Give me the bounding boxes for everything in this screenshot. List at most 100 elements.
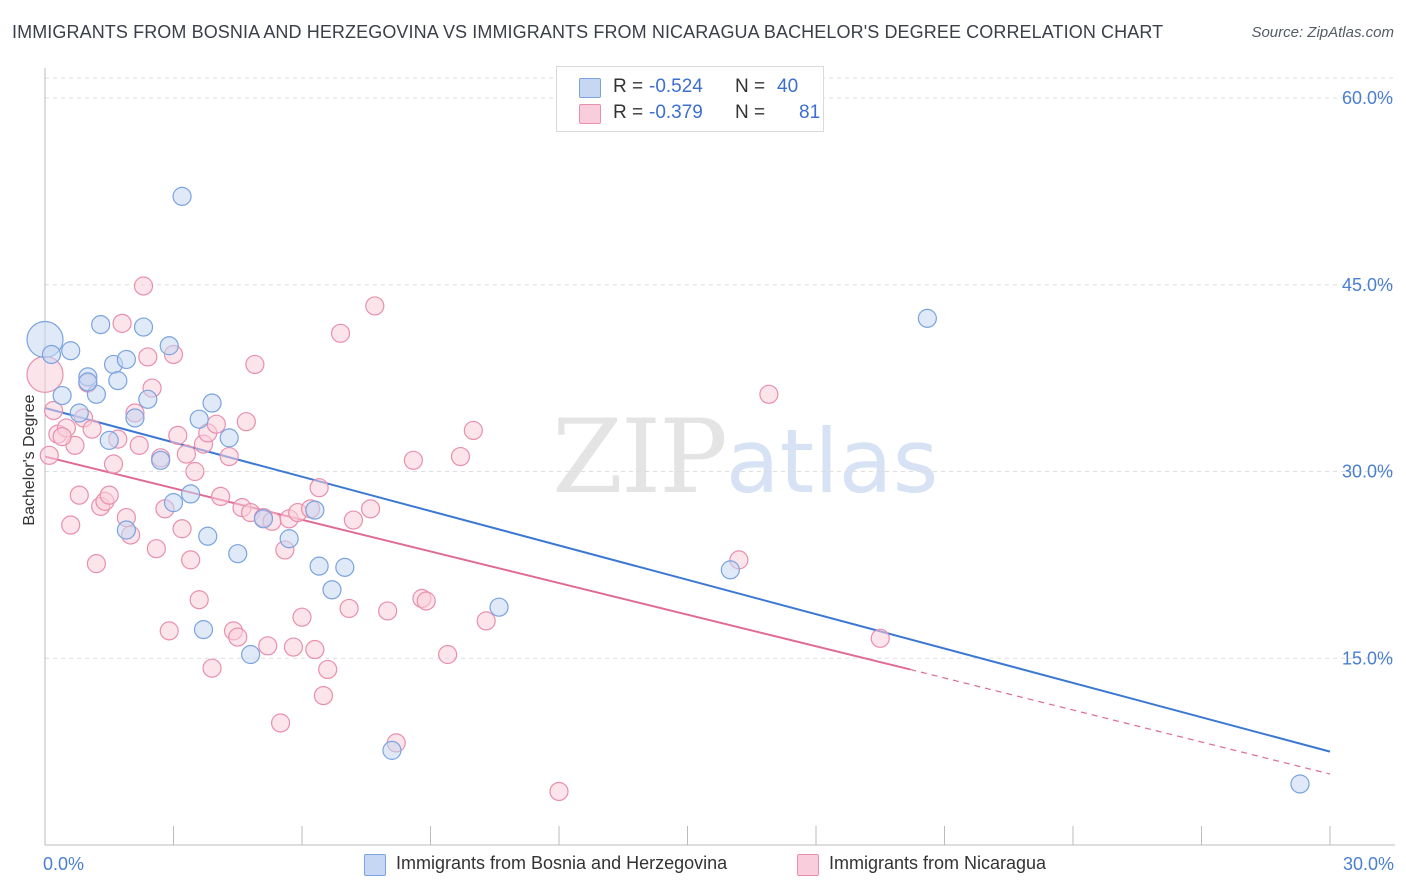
data-point-nicaragua — [69, 485, 89, 505]
legend-n-label: N = — [735, 102, 766, 123]
data-point-nicaragua — [129, 435, 149, 455]
data-point-bosnia — [193, 620, 214, 640]
data-point-nicaragua — [292, 607, 312, 627]
data-point-nicaragua — [258, 636, 278, 656]
data-point-nicaragua — [168, 425, 188, 445]
data-point-bosnia — [241, 644, 261, 665]
data-point-bosnia — [228, 544, 248, 564]
data-point-bosnia — [181, 484, 201, 504]
trend-line-0 — [44, 407, 1331, 753]
data-point-nicaragua — [438, 644, 458, 665]
trend-extension-1 — [910, 668, 1331, 775]
data-point-bosnia — [138, 389, 158, 409]
data-point-nicaragua — [870, 628, 890, 648]
data-point-nicaragua — [476, 611, 496, 631]
data-point-bosnia — [202, 393, 222, 413]
data-point-nicaragua — [39, 445, 59, 465]
data-points — [26, 186, 1310, 802]
data-point-nicaragua — [365, 296, 385, 316]
data-point-bosnia — [305, 500, 325, 520]
data-point-bosnia — [69, 403, 89, 423]
data-point-nicaragua — [318, 659, 338, 680]
data-point-nicaragua — [343, 510, 363, 530]
data-point-bosnia — [108, 371, 128, 391]
y-tick-label: 45.0% — [1342, 275, 1393, 295]
data-point-nicaragua — [61, 515, 81, 535]
data-point-nicaragua — [133, 276, 154, 296]
data-point-nicaragua — [99, 485, 119, 505]
data-point-nicaragua — [463, 420, 483, 441]
y-axis-label: Bachelor's Degree — [21, 394, 38, 525]
data-point-bosnia — [489, 597, 509, 617]
data-point-nicaragua — [189, 590, 209, 610]
data-point-nicaragua — [202, 658, 222, 678]
data-point-nicaragua — [360, 499, 381, 519]
data-point-nicaragua — [82, 419, 102, 439]
data-point-nicaragua — [245, 354, 265, 375]
data-point-bosnia — [91, 314, 111, 335]
legend-n-value: 40 — [777, 76, 799, 97]
data-point-bosnia — [1290, 774, 1310, 794]
data-point-nicaragua — [211, 486, 231, 506]
source-credit: Source: ZipAtlas.com — [1251, 24, 1394, 41]
data-point-nicaragua — [416, 591, 436, 611]
data-point-nicaragua — [270, 713, 291, 733]
data-point-bosnia — [335, 557, 355, 577]
data-point-nicaragua — [219, 446, 239, 467]
data-point-nicaragua — [305, 639, 325, 660]
data-point-bosnia — [116, 349, 136, 370]
data-point-nicaragua — [309, 478, 329, 498]
data-point-nicaragua — [330, 323, 351, 343]
data-point-bosnia — [172, 186, 192, 206]
y-tick-label: 60.0% — [1342, 88, 1393, 108]
data-point-bosnia — [720, 560, 740, 580]
data-point-nicaragua — [185, 461, 205, 482]
data-point-bosnia — [78, 372, 98, 392]
data-point-nicaragua — [228, 627, 248, 647]
legend-swatch-nicaragua — [579, 104, 601, 124]
data-point-bosnia — [125, 408, 145, 428]
data-point-bosnia — [189, 409, 209, 429]
data-point-nicaragua — [112, 313, 132, 333]
x-tick-label: 0.0% — [43, 854, 84, 874]
legend-r-value: -0.524 — [649, 76, 703, 97]
chart-title: IMMIGRANTS FROM BOSNIA AND HERZEGOVINA V… — [12, 22, 1164, 42]
legend-r-label: R = — [613, 76, 644, 97]
y-tick-label: 15.0% — [1342, 648, 1393, 668]
tick-labels: 15.0% 30.0% 45.0% 60.0% 0.0% 30.0% — [43, 88, 1394, 874]
data-point-nicaragua — [86, 554, 107, 574]
data-point-nicaragua — [313, 685, 334, 706]
data-point-nicaragua — [549, 781, 569, 802]
data-point-bosnia — [116, 520, 136, 540]
data-point-nicaragua — [176, 444, 196, 464]
series-swatch-bosnia — [364, 854, 386, 876]
data-point-bosnia — [279, 529, 299, 549]
data-point-nicaragua — [146, 539, 166, 559]
data-point-nicaragua — [378, 601, 398, 621]
data-point-bosnia — [163, 493, 184, 513]
data-point-nicaragua — [138, 347, 158, 367]
legend-n-value: 81 — [799, 102, 821, 123]
y-tick-label: 30.0% — [1342, 462, 1393, 482]
data-point-bosnia — [133, 317, 154, 337]
data-point-bosnia — [151, 450, 171, 470]
watermark-zip: ZIP — [552, 398, 728, 517]
axes — [44, 68, 1395, 846]
legend-r-value: -0.379 — [649, 102, 703, 123]
data-point-bosnia — [99, 430, 119, 450]
data-point-nicaragua — [403, 450, 423, 470]
trend-lines — [44, 407, 1331, 775]
legend-r-label: R = — [613, 102, 644, 123]
legend: R = -0.524 N = 40 R = -0.379 N = 81 — [556, 66, 824, 132]
data-point-bosnia — [253, 509, 274, 529]
data-point-bosnia — [382, 740, 402, 760]
data-point-nicaragua — [206, 414, 226, 434]
data-point-bosnia — [159, 336, 179, 356]
data-point-nicaragua — [759, 384, 779, 404]
x-tick-label: 30.0% — [1343, 854, 1394, 874]
data-point-bosnia — [52, 385, 72, 406]
data-point-nicaragua — [43, 400, 64, 421]
data-point-bosnia — [219, 428, 239, 448]
legend-n-label: N = — [735, 76, 766, 97]
data-point-nicaragua — [450, 446, 471, 467]
